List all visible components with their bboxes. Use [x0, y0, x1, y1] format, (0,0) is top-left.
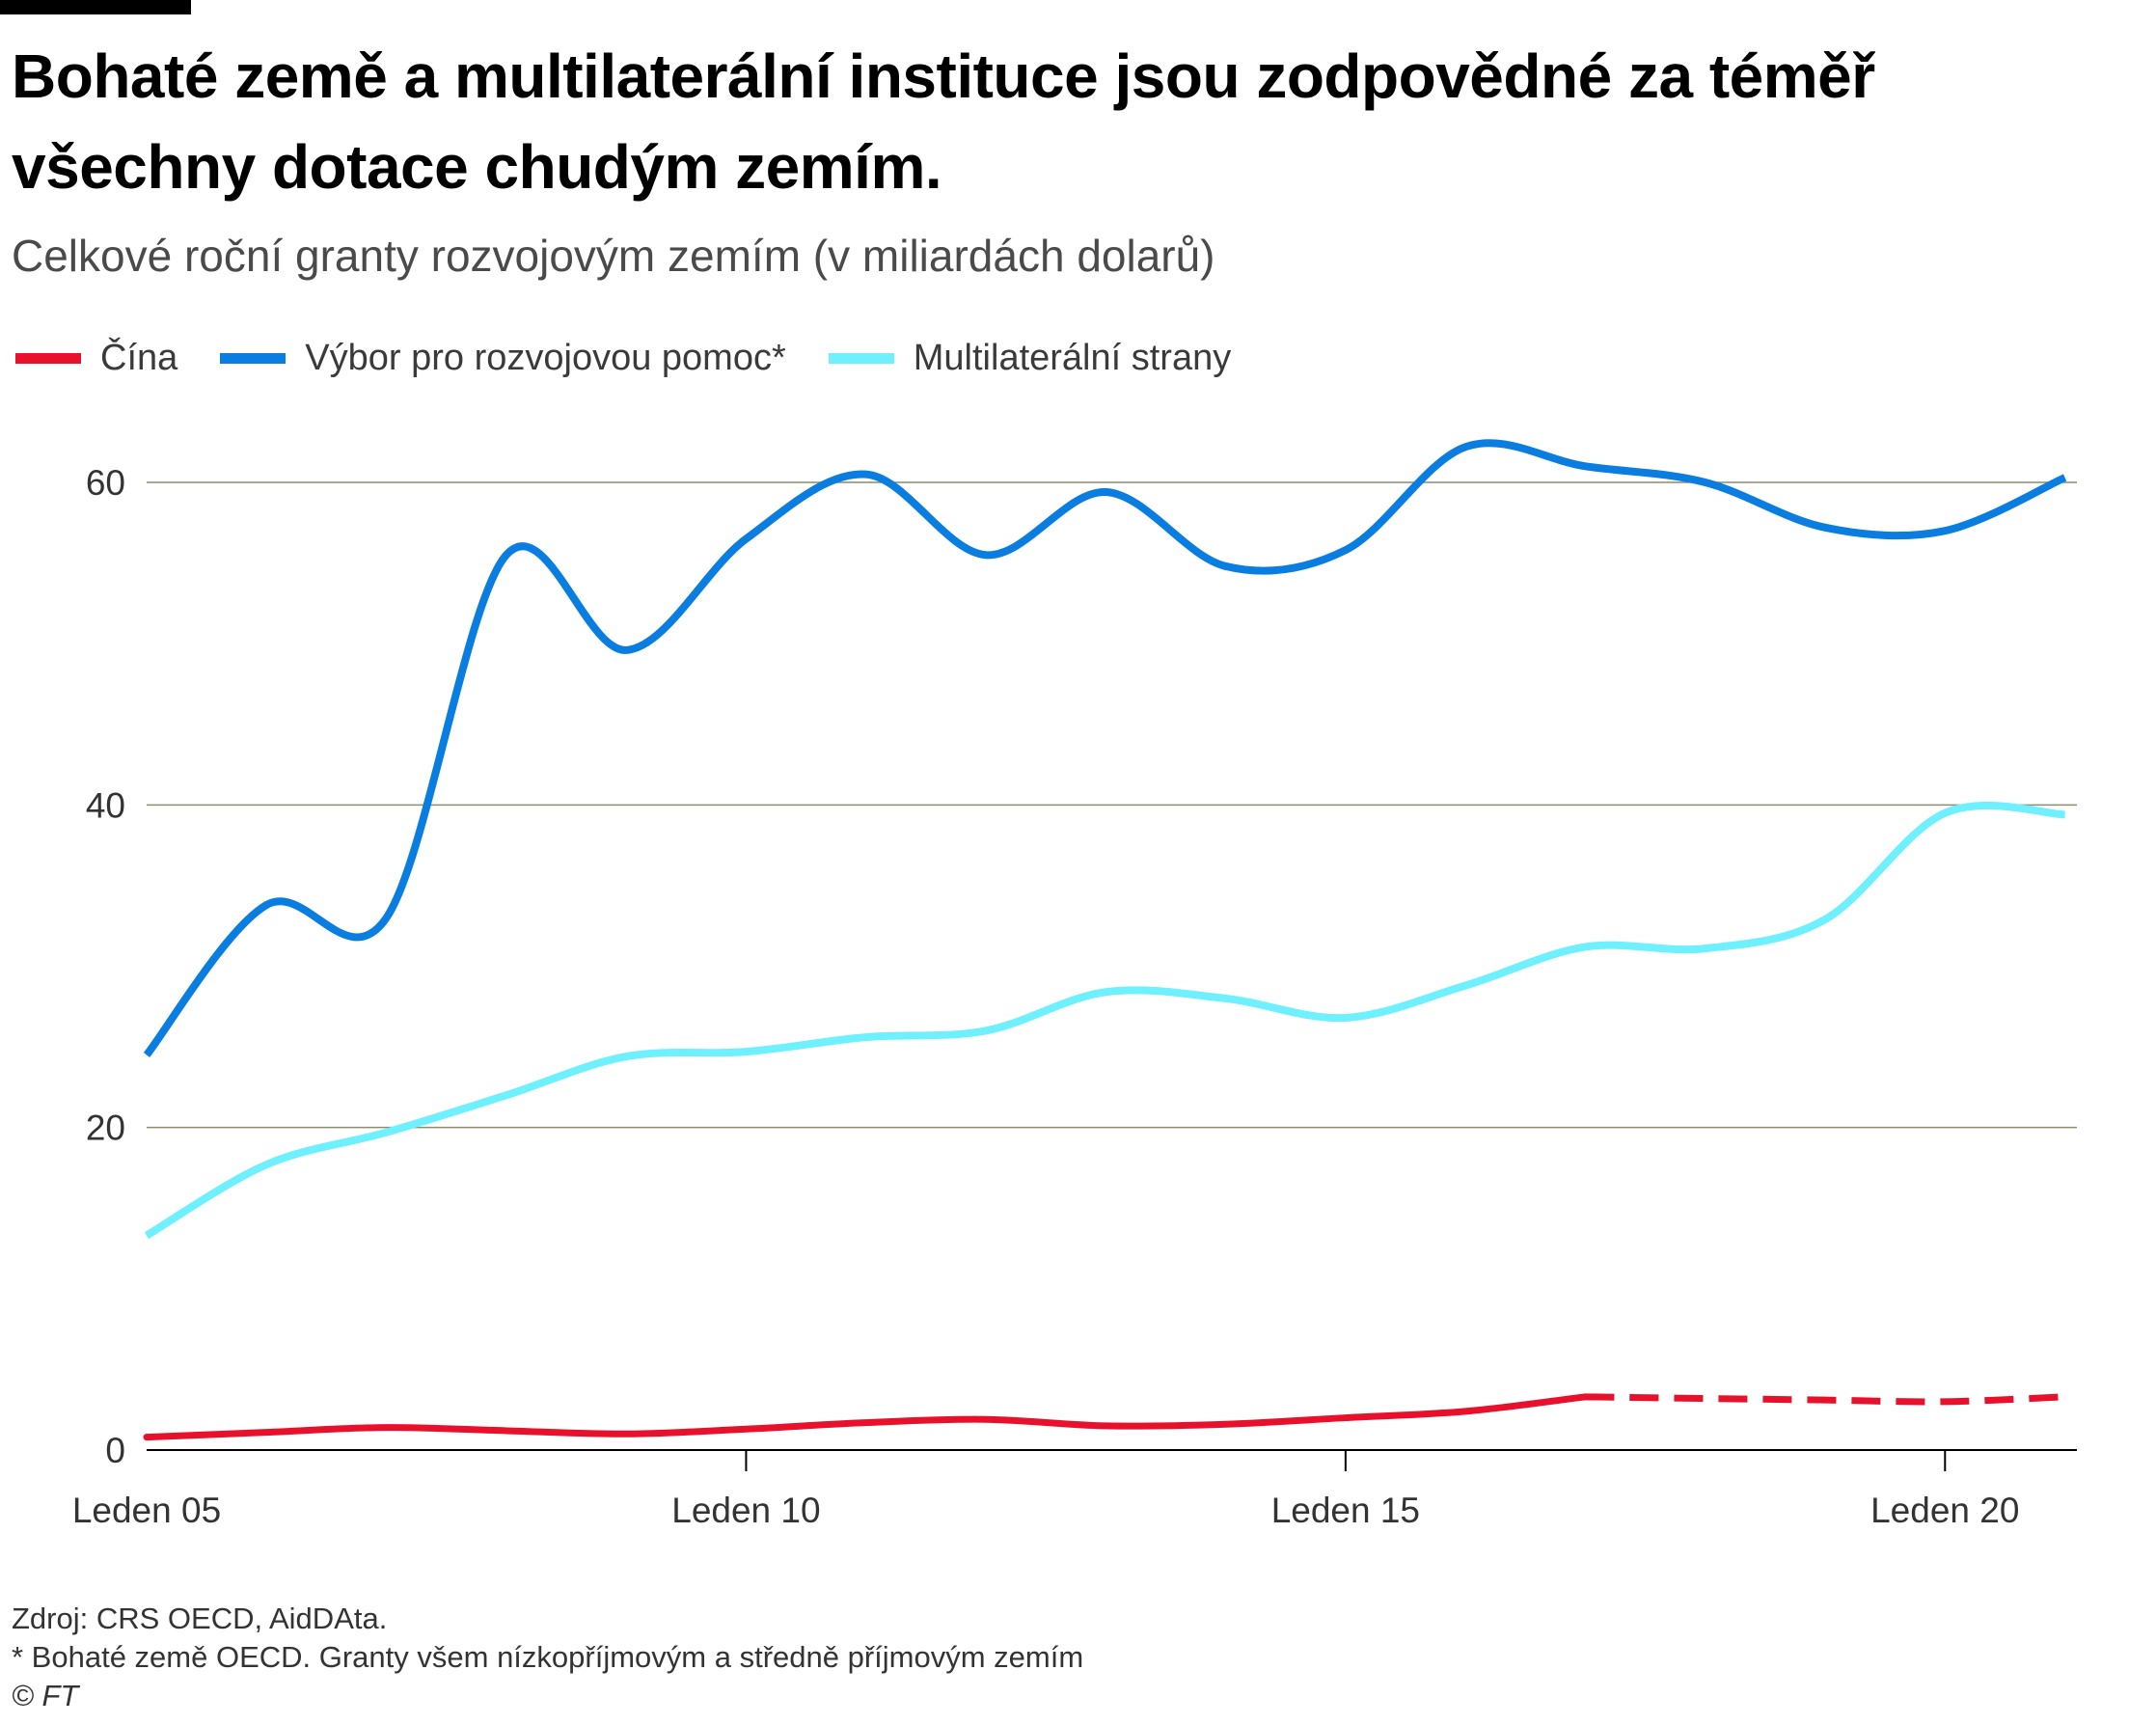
y-tick-label-0: 0 [105, 1431, 125, 1470]
series-lines [143, 439, 2067, 1441]
source-note: Zdroj: CRS OECD, AidDAta. [12, 1602, 388, 1635]
y-tick-label-40: 40 [86, 785, 125, 825]
copyright: © FT [12, 1679, 79, 1712]
legend-label-china: Čína [100, 338, 178, 378]
legend-swatch-china [15, 353, 81, 364]
series-2 [143, 1393, 2065, 1441]
footnote: * Bohaté země OECD. Granty všem nízkopří… [12, 1640, 1084, 1674]
legend-label-dac: Výbor pro rozvojovou pomoc* [305, 338, 786, 378]
x-tick-label-3: Leden 20 [1870, 1491, 2019, 1530]
legend-swatch-multilateral [828, 353, 894, 364]
legend-label-multilateral: Multilaterální strany [913, 338, 1232, 378]
axes [147, 1449, 2077, 1471]
series-0 [143, 439, 2067, 1057]
chart-legend: Čína Výbor pro rozvojovou pomoc* Multila… [15, 338, 1273, 379]
legend-item-dac: Výbor pro rozvojovou pomoc* [220, 338, 786, 379]
series-line-1 [144, 802, 2065, 1240]
gridlines [147, 481, 2077, 1129]
top-accent-bar [0, 0, 191, 14]
chart-subtitle: Celkové roční granty rozvojovým zemím (v… [12, 231, 1215, 281]
x-tick-label-2: Leden 15 [1271, 1491, 1420, 1530]
series-1 [144, 802, 2065, 1240]
line-chart: 0 20 40 60 Leden 05 Leden 10 Leden 15 Leden 20 [72, 439, 2077, 1530]
series-line-solid-2 [143, 1393, 1589, 1441]
x-tick-label-1: Leden 10 [671, 1491, 820, 1530]
chart-footer: Zdroj: CRS OECD, AidDAta. * Bohaté země … [12, 1600, 1083, 1715]
x-tick-label-0: Leden 05 [72, 1491, 221, 1530]
legend-item-china: Čína [15, 338, 177, 379]
legend-item-multilateral: Multilaterální strany [828, 338, 1232, 379]
series-line-0 [143, 439, 2067, 1057]
series-line-dashed-2 [1585, 1393, 2065, 1406]
legend-swatch-dac [220, 353, 287, 364]
y-tick-label-20: 20 [86, 1109, 125, 1148]
y-tick-label-60: 60 [86, 463, 125, 503]
chart-title: Bohaté země a multilaterální instituce j… [12, 41, 1875, 202]
tick-labels: 0 20 40 60 Leden 05 Leden 10 Leden 15 Leden 20 [72, 463, 2020, 1530]
